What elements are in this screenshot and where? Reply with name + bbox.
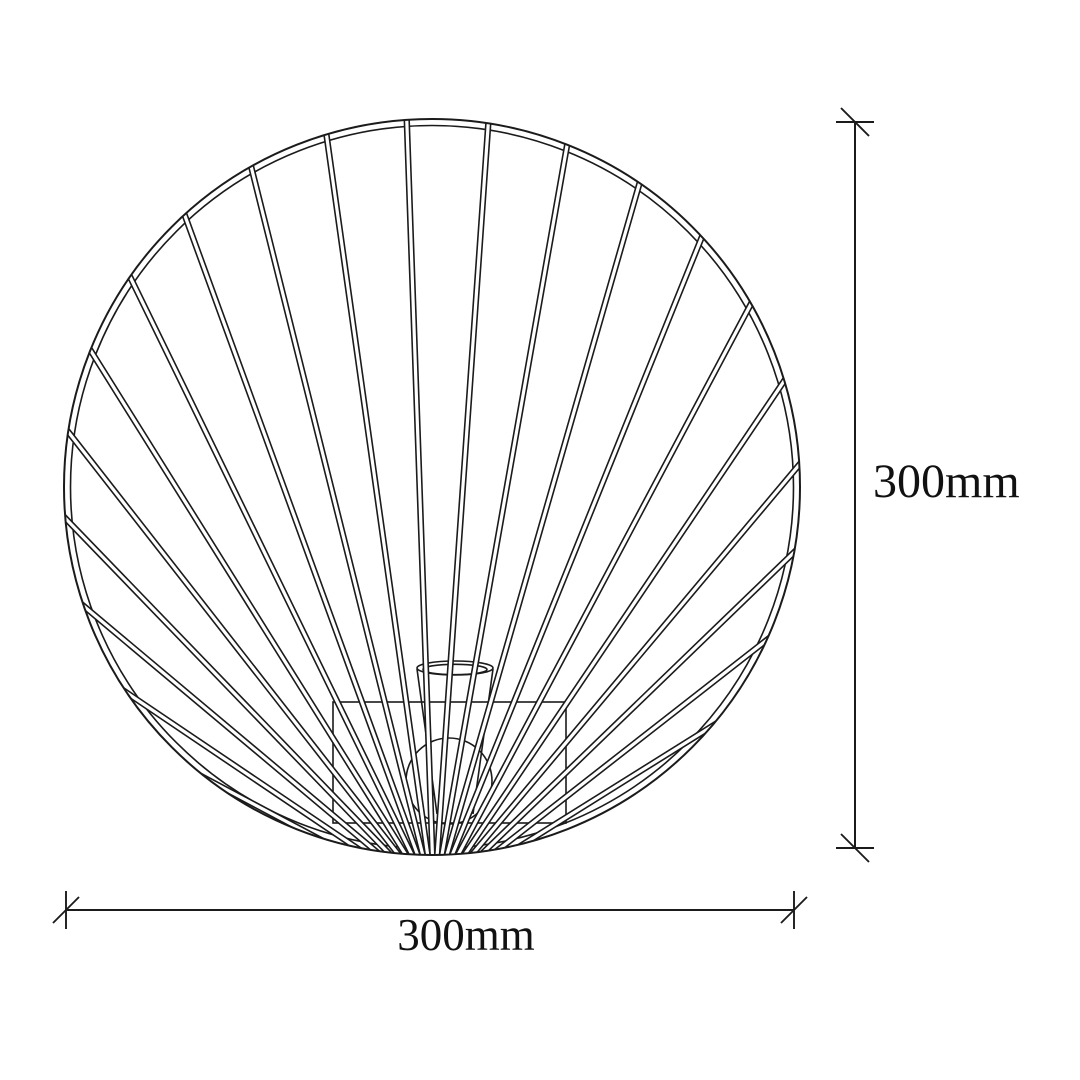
height-dimension-label: 300mm — [873, 455, 1020, 508]
wire-spoke — [431, 327, 800, 855]
wire-spoke — [431, 392, 800, 855]
wire-spoke — [64, 202, 438, 855]
rim-outer-circle — [63, 118, 801, 856]
wire-spoke — [430, 217, 800, 855]
width-dimension-label: 300mm — [397, 910, 535, 960]
wire-spoke — [430, 119, 495, 855]
vertical-dimension-line — [836, 107, 874, 863]
dimension-tick-slash — [840, 107, 870, 137]
wire-spoke — [431, 462, 800, 855]
wire-spoke — [430, 173, 800, 855]
wire-spoke — [316, 119, 438, 855]
wire-spoke — [430, 119, 664, 855]
wire-spoke — [431, 269, 800, 855]
wire-spoke — [232, 119, 438, 855]
dimension-tick-slash — [840, 833, 870, 863]
wire-spoke — [430, 119, 580, 855]
wire-spoke — [402, 119, 438, 855]
wire-spoke — [64, 251, 438, 855]
dimension-tick-slash — [52, 896, 80, 924]
horizontal-dimension-line — [52, 891, 808, 929]
wire-spoke — [64, 369, 437, 855]
wire-spoke — [64, 307, 437, 855]
dimension-tick-slash — [780, 896, 808, 924]
